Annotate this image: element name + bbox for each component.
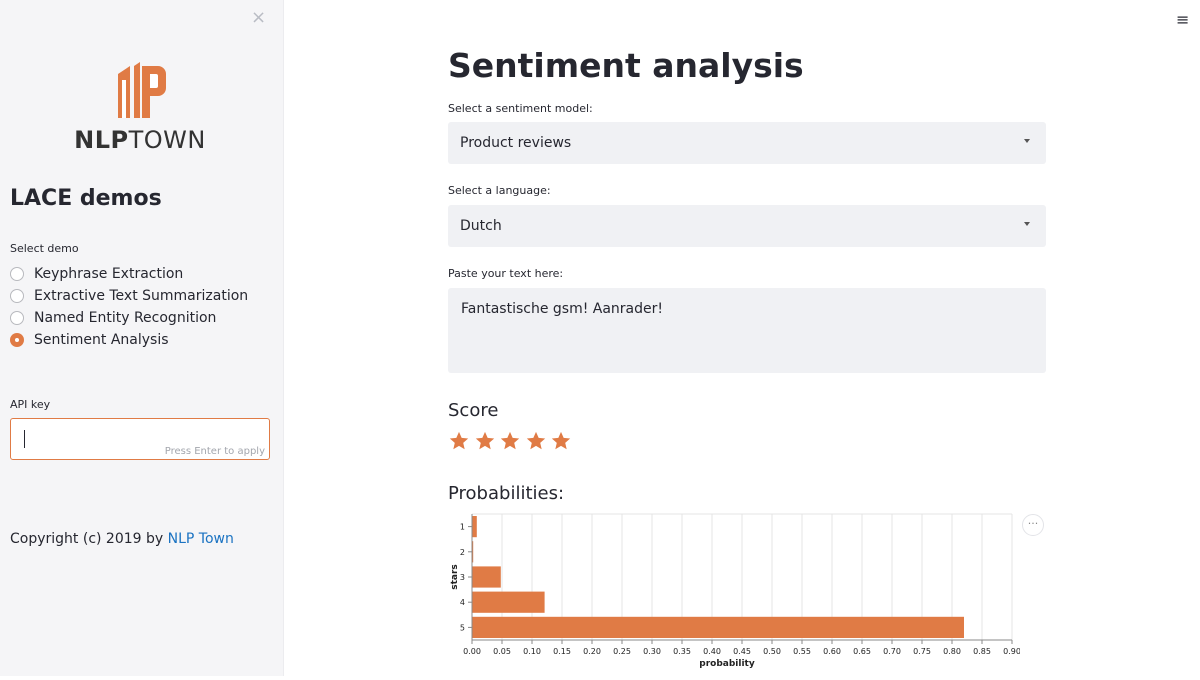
radio-selected-icon <box>10 333 24 347</box>
hamburger-menu-icon[interactable]: ≡ <box>1176 10 1190 29</box>
bar-stars-4 <box>472 591 545 613</box>
x-tick-label: 0.40 <box>703 647 721 656</box>
star-icon <box>449 431 469 450</box>
radio-circle-icon <box>10 311 24 325</box>
bar-stars-1 <box>472 516 477 538</box>
page-title: Sentiment analysis <box>448 46 804 85</box>
model-select-value: Product reviews <box>460 135 572 151</box>
x-tick-label: 0.30 <box>643 647 661 656</box>
demo-radio-group: Keyphrase Extraction Extractive Text Sum… <box>10 263 248 351</box>
x-tick-label: 0.05 <box>493 647 511 656</box>
logo-text: NLPTOWN <box>74 126 206 154</box>
star-icon <box>526 431 545 450</box>
logo-mark-icon <box>118 62 166 118</box>
y-axis-title: stars <box>450 564 460 590</box>
probabilities-heading: Probabilities: <box>448 483 565 504</box>
copyright-text: Copyright (c) 2019 by NLP Town <box>10 531 234 547</box>
y-tick-label: 3 <box>460 573 465 582</box>
score-heading: Score <box>448 400 499 421</box>
text-caret <box>24 430 25 448</box>
sidebar: × NLPTOWN LACE demos Select demo Keyphra… <box>0 0 284 676</box>
x-axis-title: probability <box>699 659 755 669</box>
bar-stars-2 <box>472 541 474 563</box>
radio-extractive-summarization[interactable]: Extractive Text Summarization <box>10 285 248 307</box>
nlptown-logo: NLPTOWN <box>70 62 210 154</box>
api-key-input[interactable]: Press Enter to apply <box>10 418 270 460</box>
chevron-down-icon <box>1024 139 1030 143</box>
language-select[interactable]: Dutch <box>448 205 1046 247</box>
api-key-label: API key <box>10 398 51 411</box>
x-tick-label: 0.80 <box>943 647 961 656</box>
x-tick-label: 0.50 <box>763 647 781 656</box>
x-tick-label: 0.00 <box>463 647 481 656</box>
model-select[interactable]: Product reviews <box>448 122 1046 164</box>
model-label: Select a sentiment model: <box>448 102 593 115</box>
x-tick-label: 0.85 <box>973 647 991 656</box>
star-icon <box>551 431 571 450</box>
y-tick-label: 1 <box>460 523 465 532</box>
chart-actions-menu-icon[interactable]: ··· <box>1022 514 1044 536</box>
x-tick-label: 0.15 <box>553 647 571 656</box>
star-icon <box>500 431 520 450</box>
radio-circle-icon <box>10 267 24 281</box>
x-tick-label: 0.75 <box>913 647 931 656</box>
x-tick-label: 0.90 <box>1003 647 1020 656</box>
text-input-area[interactable]: Fantastische gsm! Aanrader! <box>448 288 1046 373</box>
text-input-label: Paste your text here: <box>448 267 564 280</box>
score-stars <box>448 430 576 452</box>
radio-named-entity-recognition[interactable]: Named Entity Recognition <box>10 307 248 329</box>
nlp-town-link[interactable]: NLP Town <box>167 531 234 547</box>
close-sidebar-icon[interactable]: × <box>251 7 267 28</box>
x-tick-label: 0.65 <box>853 647 871 656</box>
y-tick-label: 4 <box>460 598 465 607</box>
probabilities-chart: 0.00 0.05 0.10 0.15 0.20 0.25 0.30 0.35 0.40 0.45… <box>440 508 1021 680</box>
x-tick-label: 0.70 <box>883 647 901 656</box>
radio-keyphrase-extraction[interactable]: Keyphrase Extraction <box>10 263 248 285</box>
probabilities-chart-svg: 0.00 0.05 0.10 0.15 0.20 0.25 0.30 0.35 0.40 0.45… <box>450 513 1021 669</box>
x-tick-label: 0.35 <box>673 647 691 656</box>
bar-stars-3 <box>472 566 501 588</box>
x-tick-label: 0.55 <box>793 647 811 656</box>
y-tick-label: 5 <box>460 623 465 632</box>
x-tick-label: 0.60 <box>823 647 841 656</box>
language-label: Select a language: <box>448 184 551 197</box>
language-select-value: Dutch <box>460 218 502 234</box>
bar-stars-5 <box>472 616 964 638</box>
star-icon <box>475 431 494 450</box>
text-input-value: Fantastische gsm! Aanrader! <box>461 301 664 317</box>
x-tick-label: 0.10 <box>523 647 541 656</box>
y-tick-label: 2 <box>460 548 465 557</box>
radio-circle-icon <box>10 289 24 303</box>
select-demo-label: Select demo <box>10 242 79 255</box>
sidebar-title: LACE demos <box>10 186 162 211</box>
x-tick-label: 0.20 <box>583 647 601 656</box>
api-key-hint: Press Enter to apply <box>164 446 265 457</box>
chevron-down-icon <box>1024 222 1030 226</box>
x-tick-label: 0.45 <box>733 647 751 656</box>
radio-sentiment-analysis[interactable]: Sentiment Analysis <box>10 329 248 351</box>
x-tick-label: 0.25 <box>613 647 631 656</box>
